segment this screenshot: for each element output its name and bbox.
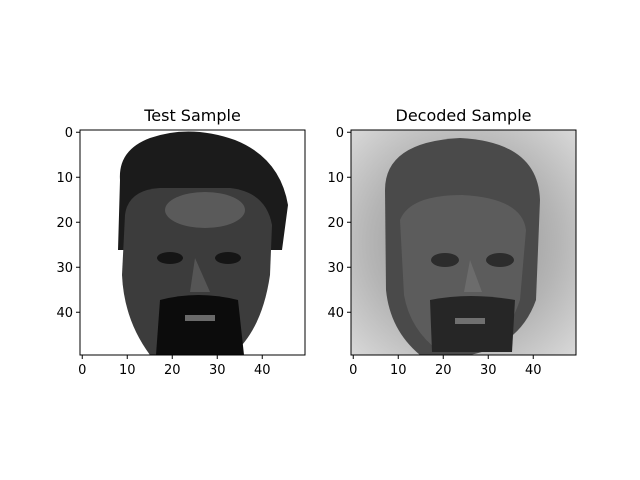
test-sample-ytick-label: 20 (56, 216, 73, 231)
chart-title-decoded-sample: Decoded Sample (396, 106, 532, 125)
panel-test-sample: Test Sample 0 10 20 30 40 0 10 20 30 40 (56, 106, 306, 378)
decoded-sample-xtick-label: 30 (480, 363, 497, 378)
decoded-sample-axes: 0 10 20 30 40 0 10 20 30 40 (327, 126, 541, 378)
panel-decoded-sample: Decoded Sample 0 10 20 30 40 0 10 20 30 40 (327, 106, 577, 378)
decoded-sample-ytick-label: 30 (327, 261, 344, 276)
decoded-sample-xtick-label: 20 (435, 363, 452, 378)
test-sample-xtick-label: 10 (119, 363, 136, 378)
test-sample-ytick-label: 10 (56, 171, 73, 186)
test-sample-xtick-label: 0 (78, 363, 86, 378)
test-sample-xtick-label: 40 (254, 363, 271, 378)
decoded-sample-ytick-label: 10 (327, 171, 344, 186)
decoded-sample-xtick-label: 40 (525, 363, 542, 378)
chart-title-test-sample: Test Sample (143, 106, 241, 125)
test-sample-image (80, 130, 305, 355)
decoded-sample-ytick-label: 40 (327, 306, 344, 321)
decoded-sample-image (351, 130, 576, 355)
test-sample-ytick-label: 30 (56, 261, 73, 276)
test-sample-xtick-label: 20 (164, 363, 181, 378)
decoded-sample-ytick-label: 20 (327, 216, 344, 231)
decoded-sample-xtick-label: 10 (390, 363, 407, 378)
decoded-sample-xtick-label: 0 (349, 363, 357, 378)
decoded-sample-ytick-label: 0 (336, 126, 344, 141)
test-sample-ytick-label: 0 (65, 126, 73, 141)
test-sample-axes: 0 10 20 30 40 0 10 20 30 40 (56, 126, 270, 378)
test-sample-ytick-label: 40 (56, 306, 73, 321)
test-sample-xtick-label: 30 (209, 363, 226, 378)
